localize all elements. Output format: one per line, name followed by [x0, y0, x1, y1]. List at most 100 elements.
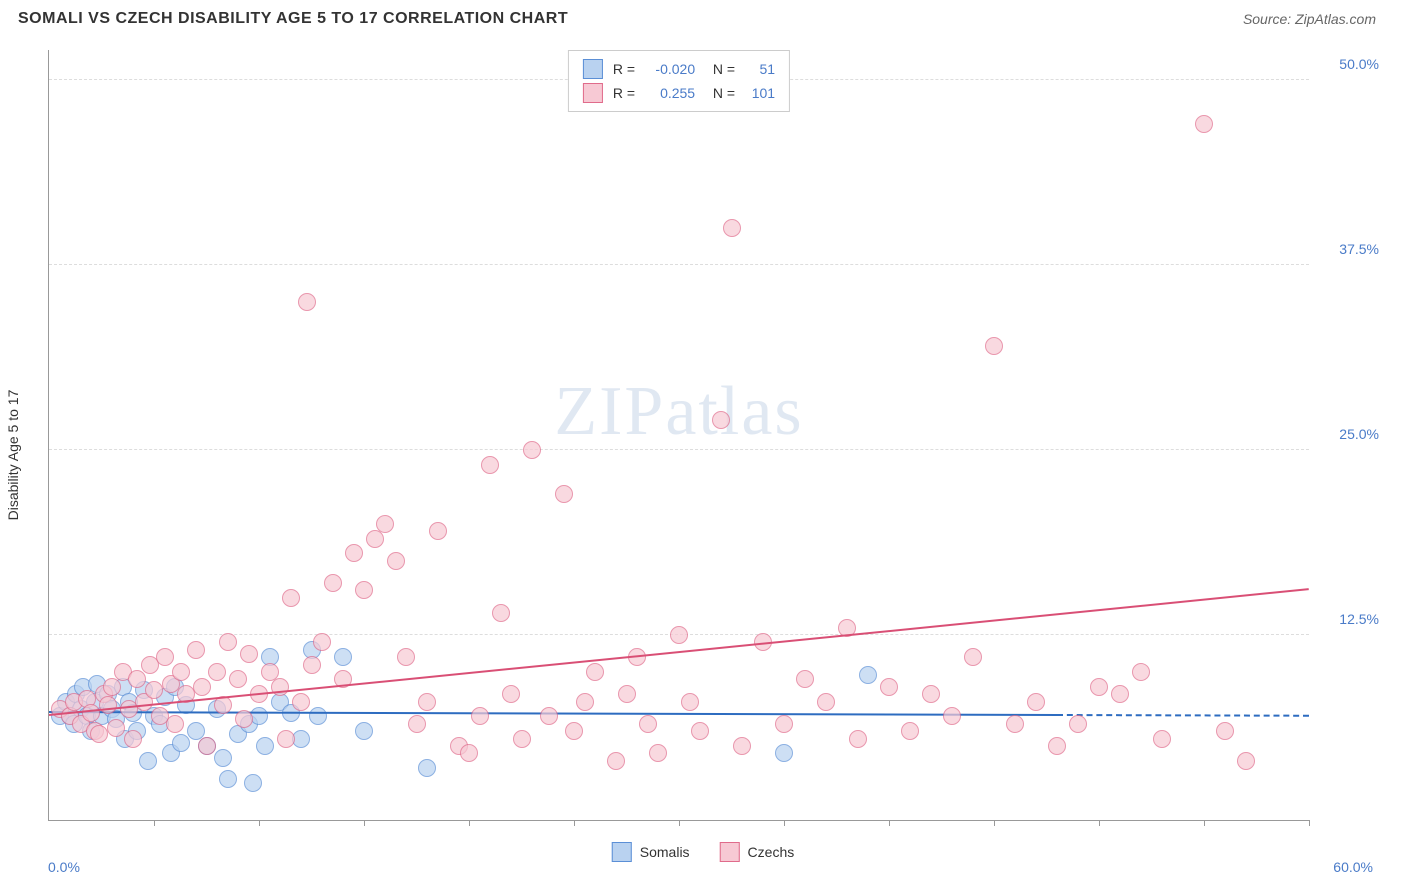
- data-point: [618, 685, 636, 703]
- data-point: [128, 670, 146, 688]
- data-point: [429, 522, 447, 540]
- data-point: [555, 485, 573, 503]
- x-axis-min-label: 0.0%: [48, 859, 80, 875]
- data-point: [156, 648, 174, 666]
- legend-n-label: N =: [705, 61, 735, 77]
- data-point: [775, 744, 793, 762]
- data-point: [1132, 663, 1150, 681]
- data-point: [198, 737, 216, 755]
- data-point: [187, 641, 205, 659]
- y-tick-label: 25.0%: [1339, 426, 1379, 442]
- data-point: [107, 719, 125, 737]
- legend-r-value: -0.020: [645, 61, 695, 77]
- legend-stats: R = -0.020 N = 51R = 0.255 N = 101: [568, 50, 790, 112]
- chart-title: SOMALI VS CZECH DISABILITY AGE 5 TO 17 C…: [18, 10, 568, 28]
- data-point: [1216, 722, 1234, 740]
- data-point: [1027, 693, 1045, 711]
- data-point: [376, 515, 394, 533]
- y-tick-label: 50.0%: [1339, 56, 1379, 72]
- data-point: [408, 715, 426, 733]
- data-point: [345, 544, 363, 562]
- data-point: [817, 693, 835, 711]
- y-tick-label: 37.5%: [1339, 241, 1379, 257]
- data-point: [733, 737, 751, 755]
- x-tick: [1309, 820, 1310, 826]
- data-point: [334, 648, 352, 666]
- x-tick: [994, 820, 995, 826]
- data-point: [1111, 685, 1129, 703]
- data-point: [214, 749, 232, 767]
- legend-swatch: [583, 83, 603, 103]
- x-tick: [784, 820, 785, 826]
- legend-series: Somalis Czechs: [612, 842, 794, 862]
- data-point: [90, 725, 108, 743]
- data-point: [82, 704, 100, 722]
- x-tick: [364, 820, 365, 826]
- data-point: [208, 663, 226, 681]
- data-point: [1090, 678, 1108, 696]
- data-point: [145, 681, 163, 699]
- data-point: [240, 645, 258, 663]
- data-point: [540, 707, 558, 725]
- data-point: [219, 770, 237, 788]
- data-point: [229, 670, 247, 688]
- x-tick: [259, 820, 260, 826]
- data-point: [502, 685, 520, 703]
- data-point: [324, 574, 342, 592]
- data-point: [219, 633, 237, 651]
- data-point: [849, 730, 867, 748]
- data-point: [193, 678, 211, 696]
- legend-label: Somalis: [640, 844, 690, 860]
- watermark: ZIPatlas: [554, 372, 803, 452]
- gridline: [49, 264, 1309, 265]
- trend-line-dashed: [1057, 714, 1309, 717]
- legend-swatch: [720, 842, 740, 862]
- legend-stats-row: R = 0.255 N = 101: [583, 81, 775, 105]
- header: SOMALI VS CZECH DISABILITY AGE 5 TO 17 C…: [0, 0, 1406, 33]
- data-point: [1048, 737, 1066, 755]
- legend-label: Czechs: [748, 844, 795, 860]
- gridline: [49, 449, 1309, 450]
- data-point: [775, 715, 793, 733]
- data-point: [172, 734, 190, 752]
- legend-item: Somalis: [612, 842, 690, 862]
- y-axis-label: Disability Age 5 to 17: [5, 390, 21, 521]
- data-point: [1069, 715, 1087, 733]
- data-point: [397, 648, 415, 666]
- legend-n-value: 101: [745, 85, 775, 101]
- data-point: [1237, 752, 1255, 770]
- x-tick: [469, 820, 470, 826]
- data-point: [639, 715, 657, 733]
- legend-stats-row: R = -0.020 N = 51: [583, 57, 775, 81]
- data-point: [139, 752, 157, 770]
- data-point: [607, 752, 625, 770]
- legend-r-label: R =: [613, 85, 635, 101]
- legend-swatch: [612, 842, 632, 862]
- data-point: [256, 737, 274, 755]
- legend-r-label: R =: [613, 61, 635, 77]
- x-tick: [1099, 820, 1100, 826]
- data-point: [387, 552, 405, 570]
- data-point: [691, 722, 709, 740]
- x-axis-max-label: 60.0%: [1333, 859, 1373, 875]
- data-point: [1006, 715, 1024, 733]
- data-point: [523, 441, 541, 459]
- data-point: [355, 581, 373, 599]
- data-point: [292, 693, 310, 711]
- data-point: [565, 722, 583, 740]
- data-point: [681, 693, 699, 711]
- data-point: [943, 707, 961, 725]
- legend-n-value: 51: [745, 61, 775, 77]
- data-point: [282, 589, 300, 607]
- data-point: [901, 722, 919, 740]
- x-tick: [889, 820, 890, 826]
- data-point: [859, 666, 877, 684]
- data-point: [964, 648, 982, 666]
- data-point: [235, 710, 253, 728]
- data-point: [313, 633, 331, 651]
- data-point: [922, 685, 940, 703]
- data-point: [796, 670, 814, 688]
- data-point: [513, 730, 531, 748]
- legend-n-label: N =: [705, 85, 735, 101]
- data-point: [985, 337, 1003, 355]
